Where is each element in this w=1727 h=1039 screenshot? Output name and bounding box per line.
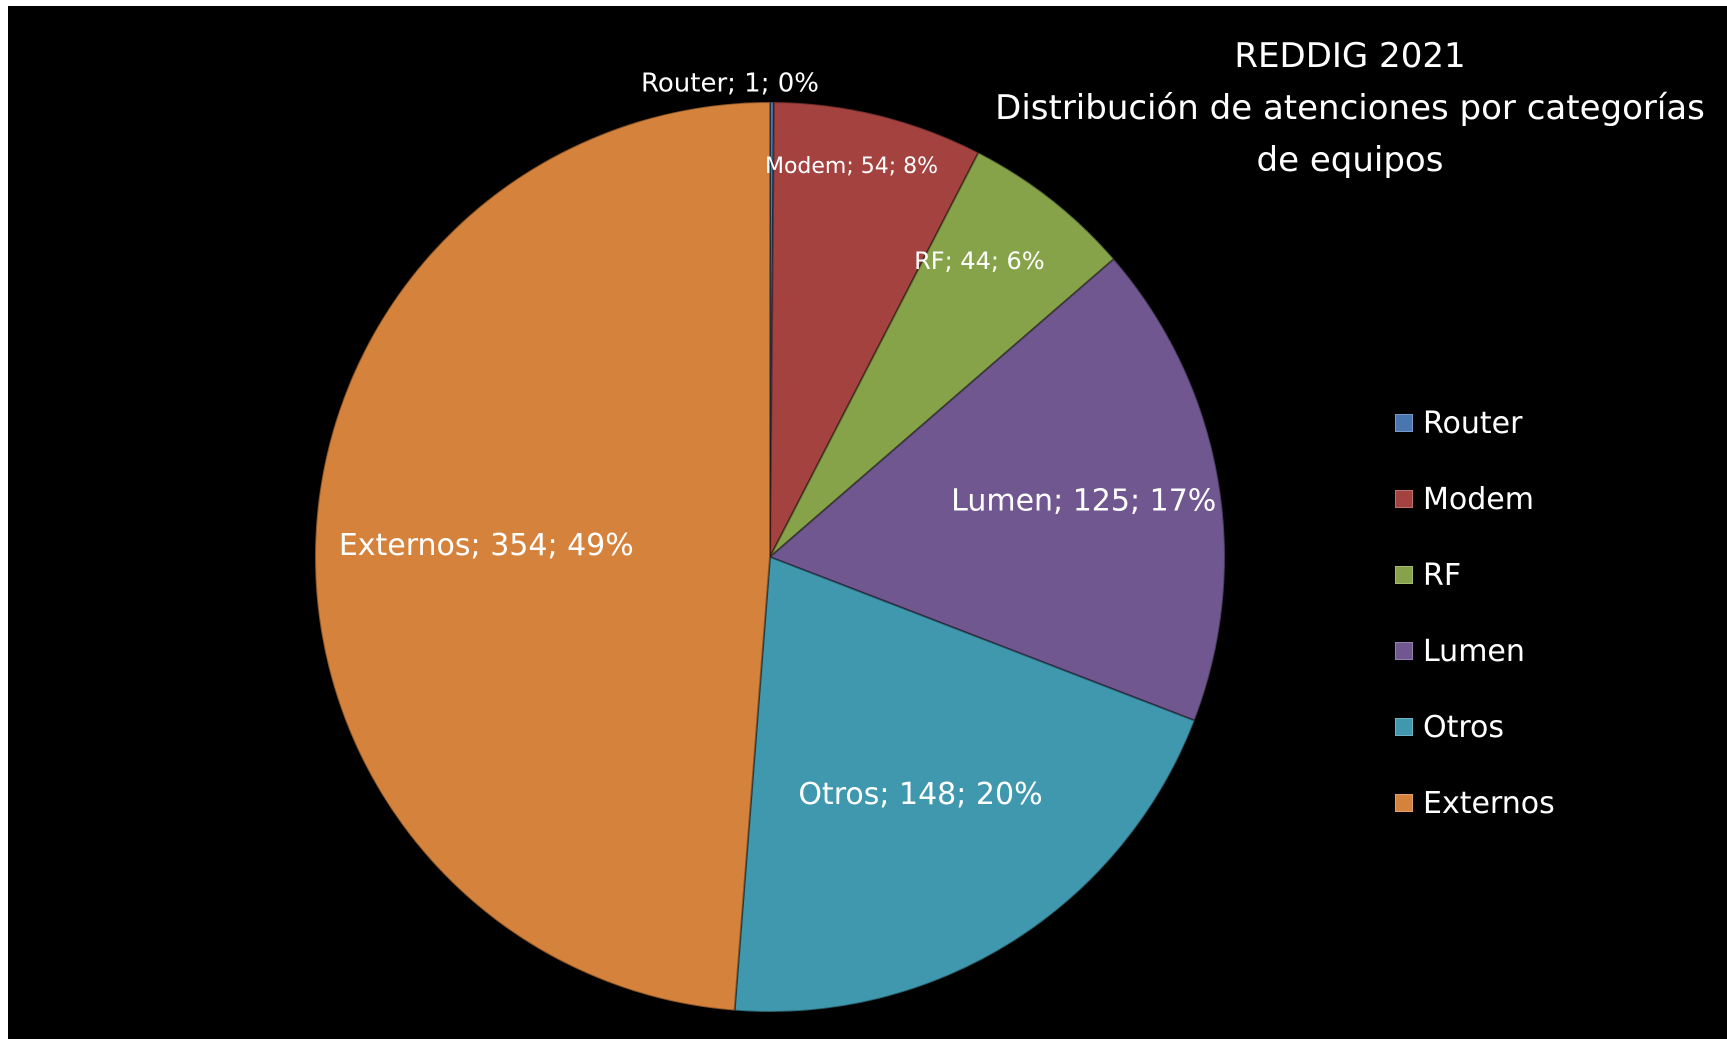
data-label-otros: Otros; 148; 20% — [798, 777, 1042, 812]
legend-swatch-rf — [1395, 566, 1413, 584]
data-label-lumen: Lumen; 125; 17% — [951, 484, 1216, 519]
data-label-rf: RF; 44; 6% — [914, 247, 1045, 275]
data-label-externos: Externos; 354; 49% — [339, 528, 634, 563]
legend-swatch-modem — [1395, 490, 1413, 508]
legend-swatch-otros — [1395, 718, 1413, 736]
legend-label-router: Router — [1423, 405, 1523, 441]
legend-item-otros: Otros — [1395, 689, 1695, 765]
legend-label-otros: Otros — [1423, 709, 1505, 745]
pie-slice-router — [769, 100, 775, 558]
legend-label-rf: RF — [1423, 557, 1462, 593]
legend-swatch-router — [1395, 414, 1413, 432]
legend-label-modem: Modem — [1423, 481, 1534, 517]
data-label-router: Router; 1; 0% — [641, 69, 819, 99]
legend-item-lumen: Lumen — [1395, 613, 1695, 689]
legend-item-modem: Modem — [1395, 461, 1695, 537]
pie-slice-rf — [769, 151, 1116, 558]
chart-title-line-2: Distribución de atenciones por categoría… — [995, 88, 1705, 128]
legend-label-lumen: Lumen — [1423, 633, 1525, 669]
chart-legend: Router Modem RF Lumen Otros Externos — [1395, 385, 1695, 841]
chart-title-line-1: REDDIG 2021 — [1234, 36, 1466, 76]
legend-item-router: Router — [1395, 385, 1695, 461]
legend-swatch-externos — [1395, 794, 1413, 812]
chart-title-line-3: de equipos — [1256, 140, 1444, 180]
legend-label-externos: Externos — [1423, 785, 1555, 821]
pie-slice-externos — [314, 100, 771, 1012]
pie-data-labels: Router; 1; 0% Modem; 54; 8% RF; 44; 6% Lume… — [339, 69, 1216, 813]
legend-item-rf: RF — [1395, 537, 1695, 613]
data-label-modem: Modem; 54; 8% — [765, 154, 938, 179]
pie-slice-lumen — [768, 257, 1226, 722]
pie-slice-otros — [733, 555, 1196, 1013]
pie-slices — [314, 100, 1226, 1013]
legend-item-externos: Externos — [1395, 765, 1695, 841]
chart-title: REDDIG 2021 Distribución de atenciones p… — [960, 30, 1727, 186]
legend-swatch-lumen — [1395, 642, 1413, 660]
pie-slice-modem — [769, 101, 980, 558]
